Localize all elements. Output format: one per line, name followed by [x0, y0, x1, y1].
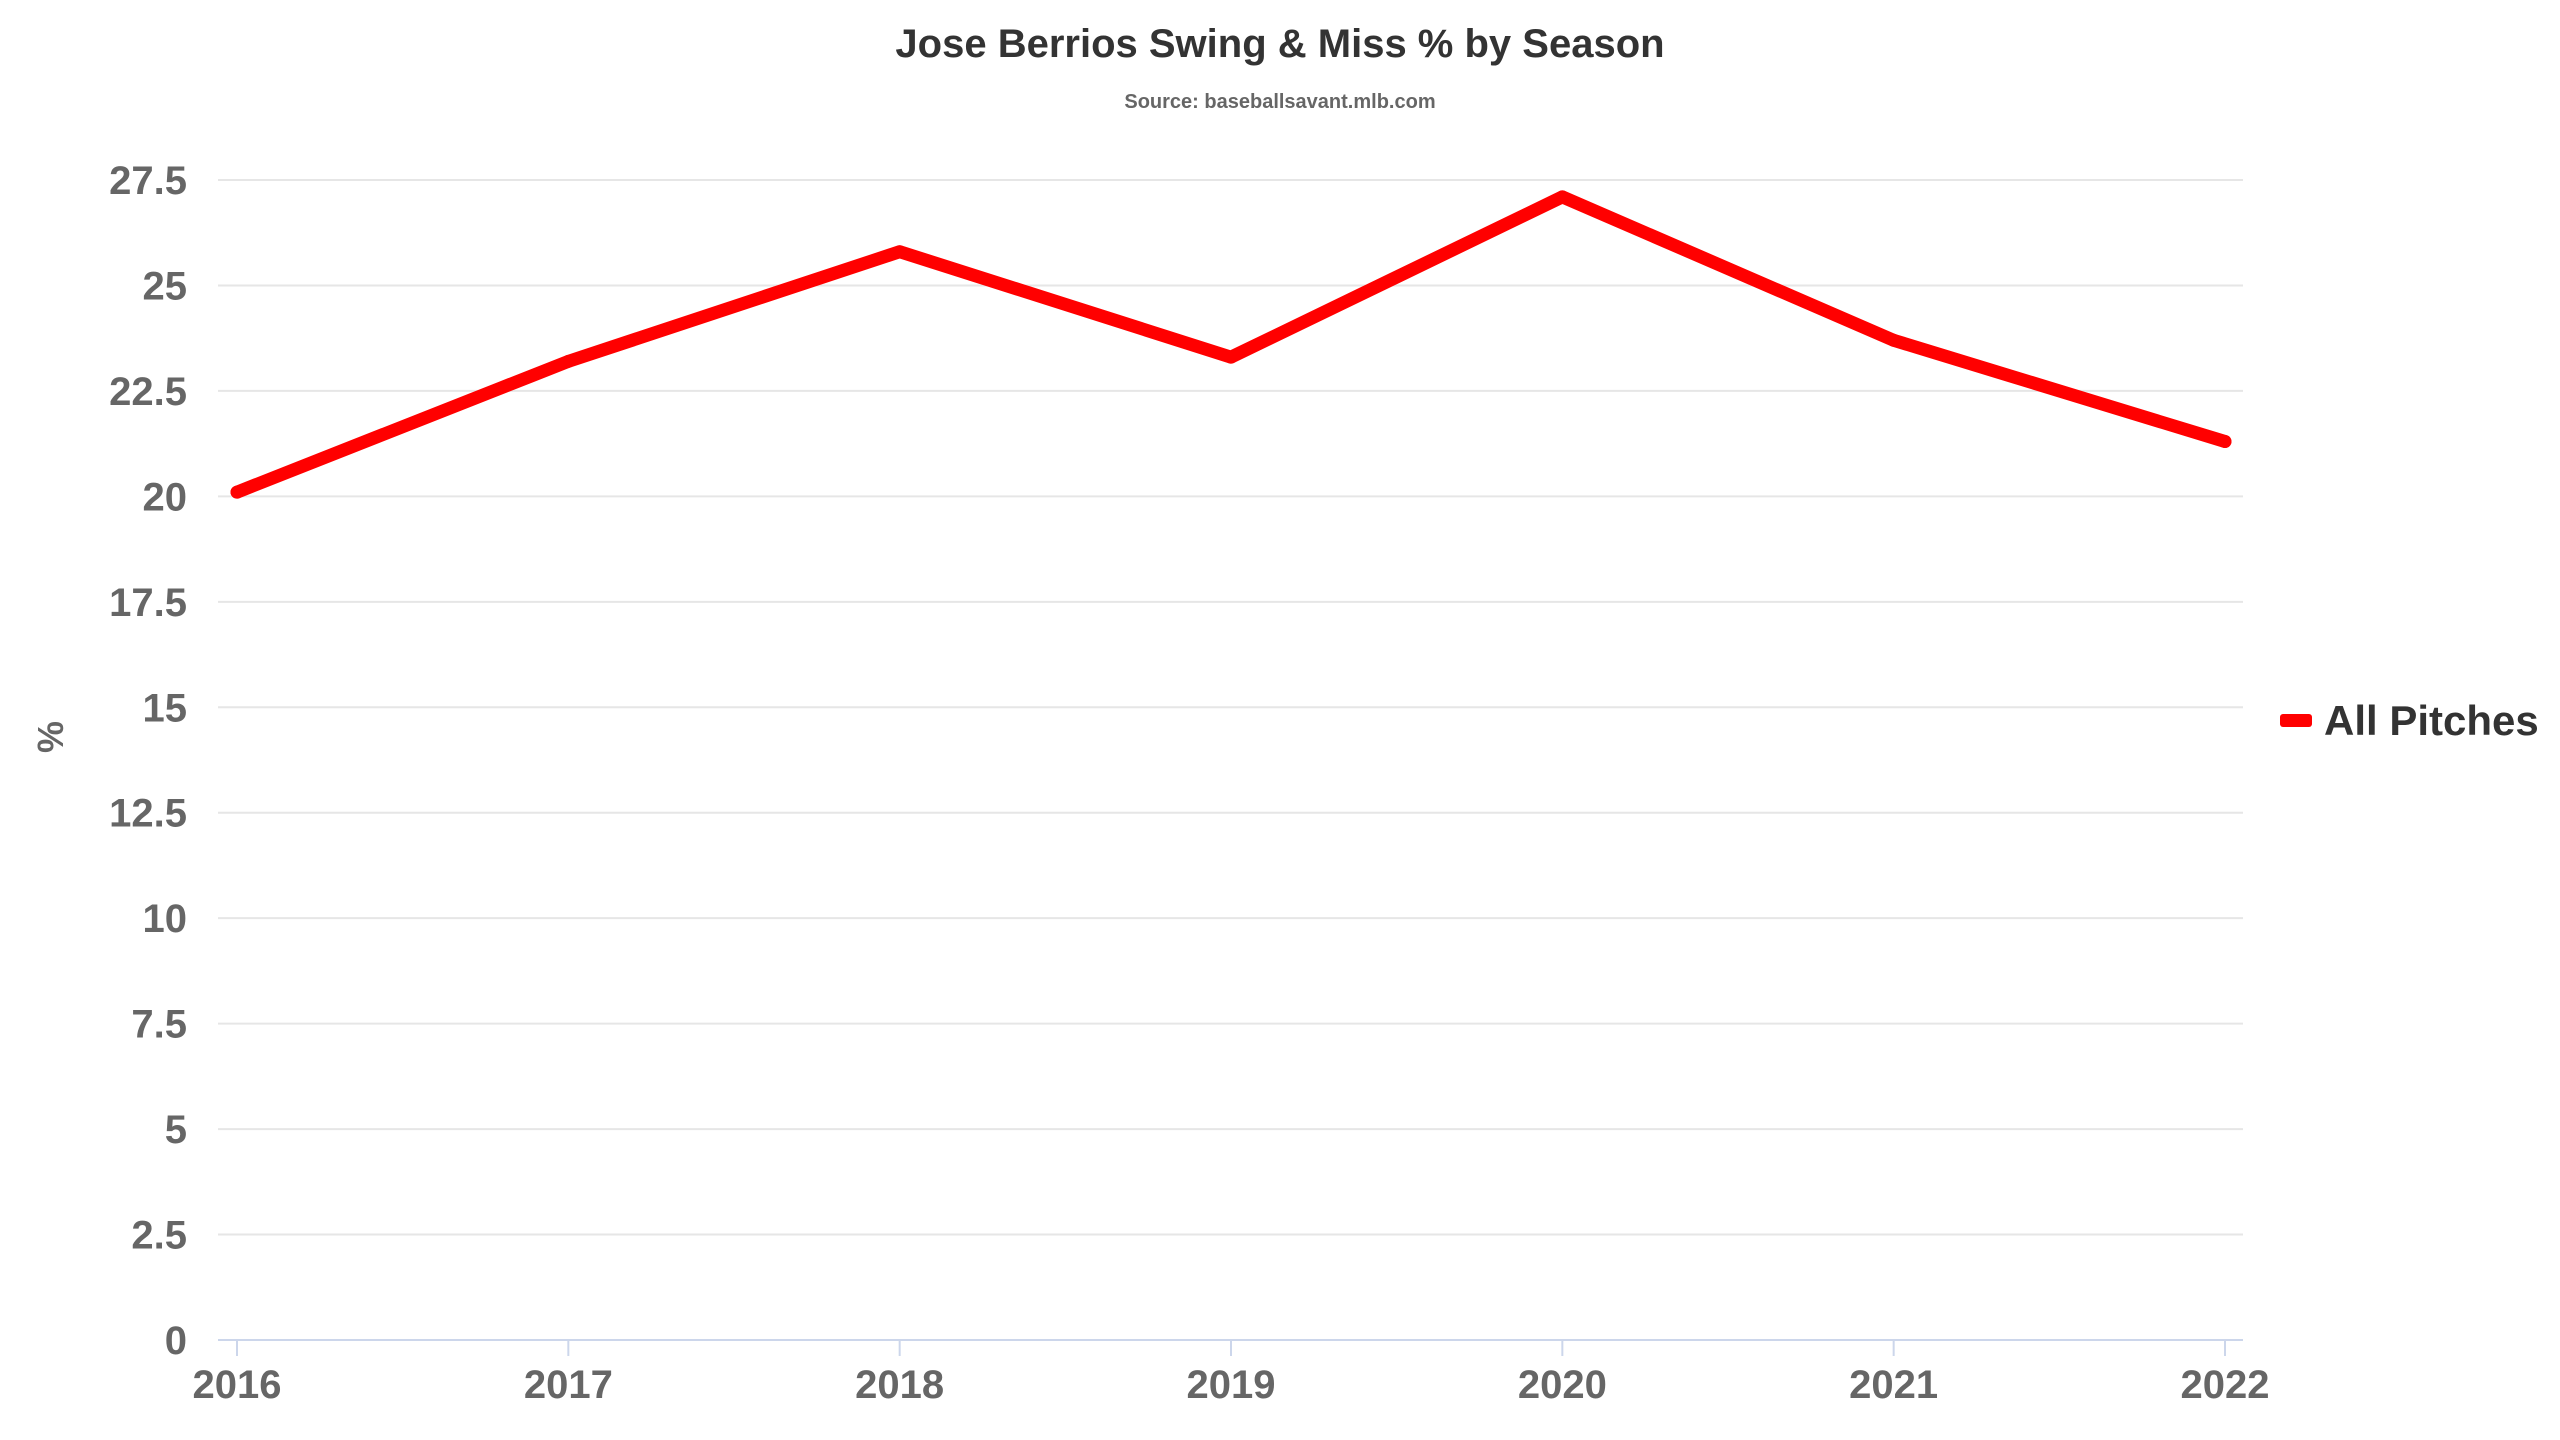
y-tick-label: 15	[143, 686, 188, 730]
x-tick-label: 2016	[193, 1363, 282, 1407]
legend[interactable]: All Pitches	[2280, 697, 2539, 744]
x-tick-label: 2021	[1849, 1363, 1938, 1407]
data-point[interactable]	[1555, 190, 1569, 204]
chart-subtitle: Source: baseballsavant.mlb.com	[1124, 91, 1435, 113]
data-point[interactable]	[230, 485, 244, 499]
y-tick-label: 0	[165, 1319, 187, 1363]
y-tick-label: 12.5	[109, 792, 187, 836]
x-tick-label: 2017	[524, 1363, 613, 1407]
x-tick-label: 2020	[1518, 1363, 1607, 1407]
x-tick-label: 2022	[2181, 1363, 2270, 1407]
y-axis-title: %	[30, 721, 71, 753]
y-tick-label: 25	[143, 264, 188, 308]
data-point[interactable]	[1224, 350, 1238, 364]
data-point[interactable]	[2218, 435, 2232, 449]
y-tick-label: 17.5	[109, 581, 187, 625]
legend-swatch[interactable]	[2280, 714, 2312, 727]
y-tick-label: 20	[143, 475, 188, 519]
data-point[interactable]	[893, 245, 907, 259]
chart-title: Jose Berrios Swing & Miss % by Season	[895, 22, 1664, 66]
y-tick-label: 2.5	[131, 1214, 187, 1258]
data-point[interactable]	[1887, 333, 1901, 347]
series-layer	[230, 190, 2232, 499]
y-tick-label: 7.5	[131, 1003, 187, 1047]
y-tick-label: 5	[165, 1108, 187, 1152]
legend-label[interactable]: All Pitches	[2324, 697, 2539, 744]
data-point[interactable]	[561, 354, 575, 368]
y-tick-label: 10	[143, 897, 188, 941]
y-tick-label: 22.5	[109, 370, 187, 414]
x-axis: 2016 2017 2018 2019 2020 2021 2022	[193, 1339, 2270, 1407]
x-tick-label: 2019	[1187, 1363, 1276, 1407]
y-axis: 0 2.5 5 7.5 10 12.5 15 17.5 20 22.5 25 27.5	[109, 159, 187, 1363]
series-line[interactable]	[230, 190, 2232, 499]
gridlines	[218, 179, 2243, 1236]
y-tick-label: 27.5	[109, 159, 187, 203]
x-tick-label: 2018	[855, 1363, 944, 1407]
